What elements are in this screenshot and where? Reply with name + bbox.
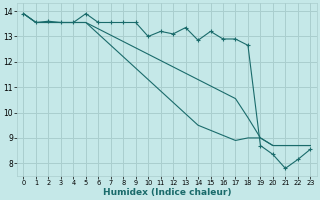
X-axis label: Humidex (Indice chaleur): Humidex (Indice chaleur) — [103, 188, 231, 197]
